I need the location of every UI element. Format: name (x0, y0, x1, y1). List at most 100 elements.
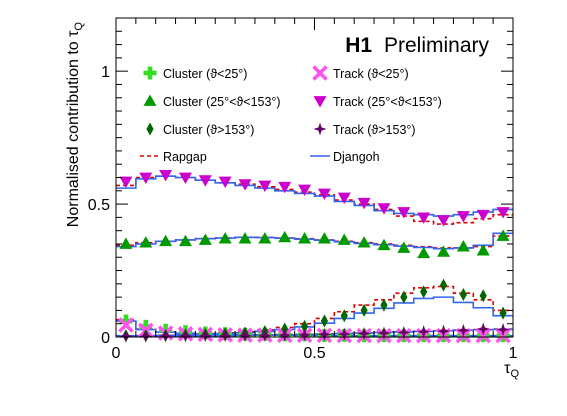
x-axis-label: τQ (504, 360, 519, 380)
legend-track-153-label: Track (ϑ>153°) (333, 123, 416, 137)
track-153-point (397, 325, 411, 339)
legend-cluster-25-153-label: Cluster (25°<ϑ<153°) (163, 95, 281, 109)
y-axis-label: Normalised contribution to τQ (65, 22, 85, 228)
track-153-point (377, 326, 391, 340)
cluster-25-153-point (337, 233, 351, 245)
track-153-point (357, 327, 371, 341)
legend-cluster-25-marker (143, 66, 157, 80)
cluster-25-153-point (496, 229, 510, 241)
track-25-153-point (139, 172, 153, 184)
track-25-point-stroke (118, 317, 134, 333)
track-153-point (258, 328, 272, 342)
cluster-153-point (459, 287, 467, 301)
track-25-153-point (377, 203, 391, 215)
cluster-25-153-point (159, 234, 173, 247)
cluster-153-point (360, 303, 368, 317)
title-experiment: H1 (345, 34, 372, 57)
track-25-153-point (119, 176, 133, 188)
x-tick-label: 1 (509, 345, 518, 362)
track-153-point (178, 329, 192, 343)
track-25-153-point (337, 192, 351, 204)
cluster-153-point (499, 306, 507, 320)
djangoh-histogram (116, 175, 513, 217)
track-25-153-point (417, 212, 431, 224)
legend-cluster-153-marker (146, 122, 154, 136)
cluster-25-153-point (377, 238, 391, 251)
track-25-153-point (218, 176, 232, 188)
data-points (118, 169, 511, 344)
cluster-153-point (301, 319, 309, 333)
track-153-point (417, 325, 431, 339)
legend-rapgap-label: Rapgap (163, 150, 207, 164)
track-153-point (218, 329, 232, 343)
legend-track-153-marker (313, 122, 327, 136)
track-25-153-point (456, 211, 470, 223)
x-tick-label: 0 (112, 345, 121, 362)
legend: Cluster (ϑ<25°) Track (ϑ<25°) Cluster (25°… (140, 65, 442, 164)
cluster-25-153-point (198, 233, 212, 245)
track-25-153-point (258, 180, 272, 192)
track-153-point (238, 328, 252, 342)
track-25-153-point (198, 175, 212, 187)
ticks (115, 17, 514, 338)
legend-track-25-label: Track (ϑ<25°) (333, 67, 409, 81)
track-25-point (118, 317, 134, 333)
cluster-25-153-point (417, 246, 431, 259)
track-25-153-point (278, 181, 292, 194)
y-tick-label: 1 (101, 64, 110, 81)
track-153-point (456, 323, 470, 337)
cluster-25-153-point (317, 232, 331, 244)
legend-track-25-153-marker (313, 96, 327, 108)
x-tick-label: 0.5 (303, 345, 325, 362)
track-153-point (476, 322, 490, 336)
cluster-25-153-point (218, 232, 232, 244)
cluster-25-153-point (397, 241, 411, 253)
legend-track-25-marker-stroke (312, 65, 328, 81)
cluster-153-point (320, 314, 328, 328)
cluster-25-point (139, 319, 153, 333)
track-153-point (198, 329, 212, 343)
track-25-153-point (397, 207, 411, 219)
y-tick-label: 0 (101, 330, 110, 347)
legend-track-25-marker (312, 65, 328, 81)
cluster-153-point (400, 290, 408, 304)
track-25-153-point (496, 207, 510, 219)
track-25-153-point (159, 169, 173, 182)
cluster-25-153-point (178, 234, 192, 247)
track-153-point (159, 329, 173, 343)
track-153-point (119, 329, 133, 343)
legend-cluster-25-label: Cluster (ϑ<25°) (163, 67, 247, 81)
cluster-25-153-point (119, 237, 133, 249)
cluster-153-point (439, 278, 448, 292)
cluster-25-153-point (437, 245, 451, 257)
y-tick-label: 0.5 (88, 197, 110, 214)
cluster-25-153-point (258, 232, 272, 244)
track-25-153-point (178, 172, 192, 184)
track-25-point-stroke (475, 327, 491, 344)
track-25-point (475, 327, 491, 344)
cluster-25-153-point (278, 230, 292, 243)
title-status: Preliminary (384, 34, 490, 57)
track-153-point (139, 329, 153, 343)
cluster-25-153-point (456, 240, 470, 252)
cluster-25-153-point (357, 236, 371, 248)
track-153-point (496, 323, 510, 337)
legend-cluster-153-label: Cluster (ϑ>153°) (163, 123, 254, 137)
cluster-25-153-point (238, 232, 252, 244)
track-25-153-point (476, 209, 490, 222)
cluster-153-point (420, 285, 428, 299)
cluster-25-153-point (139, 236, 153, 248)
track-25-153-point (238, 179, 252, 191)
cluster-153-point (340, 309, 348, 323)
cluster-25-153-point (476, 244, 490, 256)
cluster-153-point (479, 289, 487, 303)
legend-djangoh-label: Djangoh (333, 150, 380, 164)
track-153-point (437, 324, 451, 338)
track-153-point (337, 327, 351, 341)
cluster-153-point (380, 298, 388, 312)
cluster-25-153-point (298, 232, 312, 244)
mc-histograms (116, 175, 513, 338)
track-25-153-point (357, 197, 371, 210)
legend-cluster-25-153-marker (143, 94, 157, 106)
